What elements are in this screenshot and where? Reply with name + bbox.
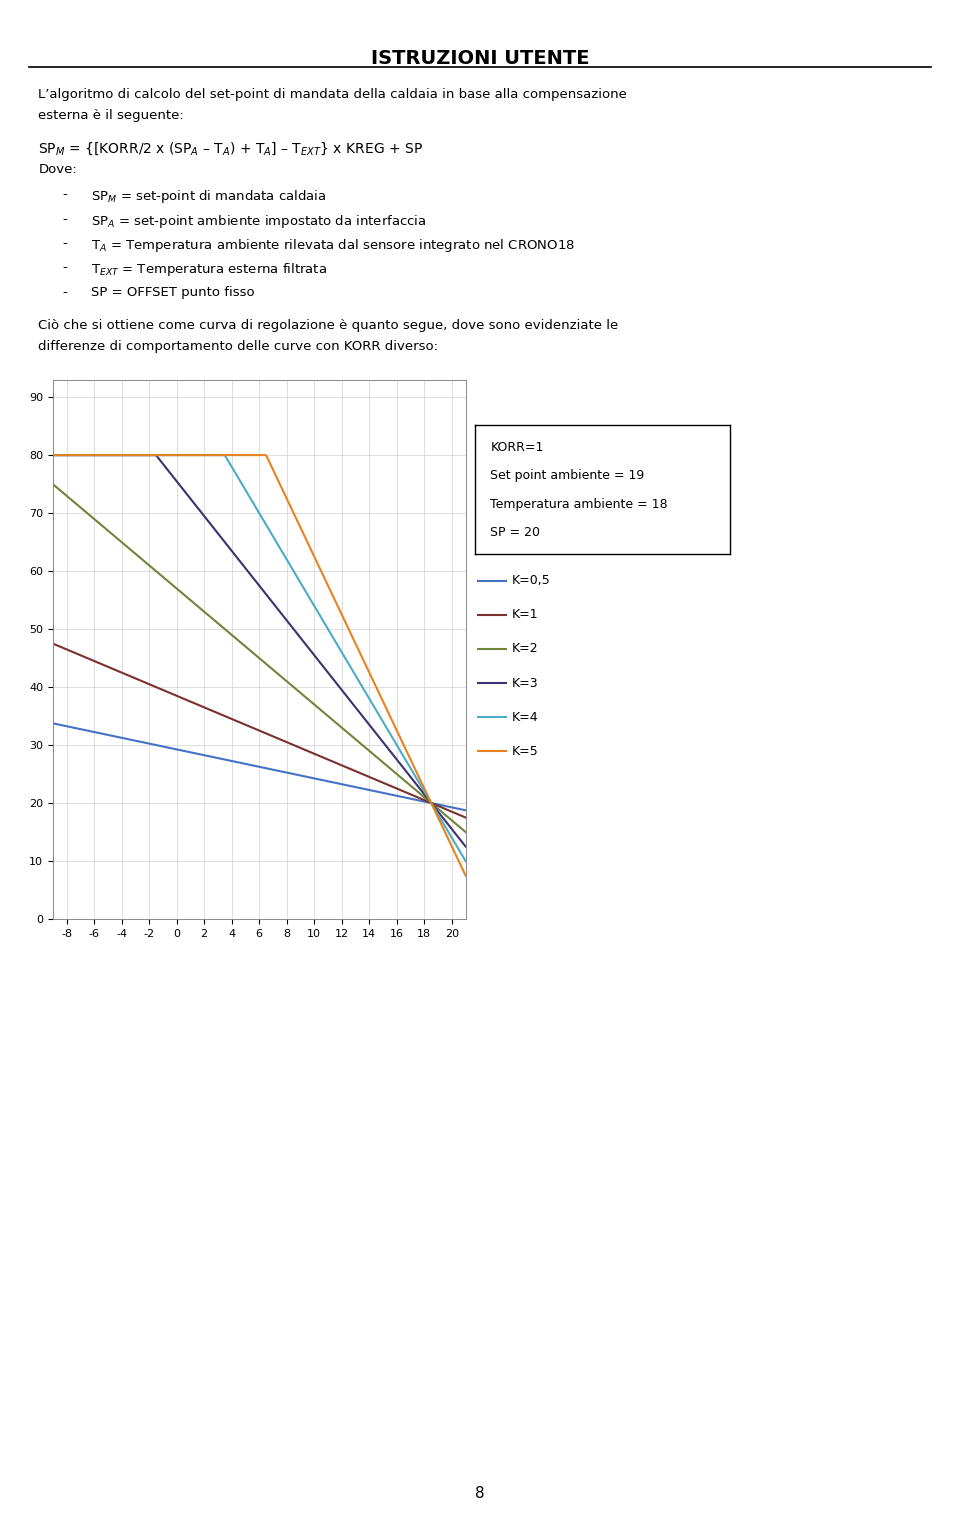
Text: SP = 20: SP = 20 xyxy=(491,526,540,539)
K=0,5 xyxy=(89,723,101,741)
Line: K=5: K=5 xyxy=(53,456,466,875)
K=1 xyxy=(89,652,101,670)
Text: differenze di comportamento delle curve con KORR diverso:: differenze di comportamento delle curve … xyxy=(38,340,439,354)
K=3 xyxy=(460,837,471,855)
K=2 xyxy=(460,823,471,842)
Text: -: - xyxy=(62,237,67,251)
Line: K=4: K=4 xyxy=(53,456,466,861)
K=3 xyxy=(330,674,342,693)
K=3 xyxy=(214,527,226,545)
Text: K=1: K=1 xyxy=(512,608,539,621)
Line: K=0,5: K=0,5 xyxy=(53,723,466,810)
K=4 xyxy=(89,447,101,465)
Text: Temperatura ambiente = 18: Temperatura ambiente = 18 xyxy=(491,498,668,510)
K=3 xyxy=(47,447,59,465)
Line: K=1: K=1 xyxy=(53,644,466,817)
Text: SP$_M$ = {[KORR/2 x (SP$_A$ – T$_A$) + T$_A$] – T$_{EXT}$} x KREG + SP: SP$_M$ = {[KORR/2 x (SP$_A$ – T$_A$) + T… xyxy=(38,140,423,156)
Line: K=2: K=2 xyxy=(53,485,466,832)
Text: T$_A$ = Temperatura ambiente rilevata dal sensore integrato nel CRONO18: T$_A$ = Temperatura ambiente rilevata da… xyxy=(91,237,575,254)
Text: -: - xyxy=(62,213,67,226)
Text: Set point ambiente = 19: Set point ambiente = 19 xyxy=(491,469,645,482)
Text: ISTRUZIONI UTENTE: ISTRUZIONI UTENTE xyxy=(371,49,589,68)
K=4 xyxy=(460,852,471,870)
Text: T$_{EXT}$ = Temperatura esterna filtrata: T$_{EXT}$ = Temperatura esterna filtrata xyxy=(91,261,327,278)
Text: Ciò che si ottiene come curva di regolazione è quanto segue, dove sono evidenzia: Ciò che si ottiene come curva di regolaz… xyxy=(38,319,618,333)
K=0,5 xyxy=(460,801,471,819)
K=5 xyxy=(228,447,240,465)
K=0,5 xyxy=(376,784,388,802)
K=1 xyxy=(460,808,471,826)
K=2 xyxy=(369,746,380,764)
Text: K=5: K=5 xyxy=(512,744,539,758)
K=1 xyxy=(330,753,342,772)
K=3 xyxy=(89,447,101,465)
K=4 xyxy=(228,463,240,482)
K=0,5 xyxy=(369,782,380,801)
K=4 xyxy=(47,447,59,465)
K=2 xyxy=(330,714,342,732)
Text: L’algoritmo di calcolo del set-point di mandata della caldaia in base alla compe: L’algoritmo di calcolo del set-point di … xyxy=(38,88,627,102)
K=1 xyxy=(376,773,388,791)
K=0,5 xyxy=(228,752,240,770)
K=3 xyxy=(228,545,240,564)
Line: K=3: K=3 xyxy=(53,456,466,846)
Text: SP$_A$ = set-point ambiente impostato da interfaccia: SP$_A$ = set-point ambiente impostato da… xyxy=(91,213,426,229)
K=2 xyxy=(47,475,59,494)
K=1 xyxy=(369,770,380,788)
K=2 xyxy=(228,629,240,647)
K=2 xyxy=(89,510,101,529)
Text: K=3: K=3 xyxy=(512,676,539,690)
K=5 xyxy=(460,866,471,884)
K=5 xyxy=(214,447,226,465)
Text: -: - xyxy=(62,188,67,202)
Text: -: - xyxy=(62,286,67,299)
Text: KORR=1: KORR=1 xyxy=(491,441,543,454)
K=1 xyxy=(47,635,59,653)
K=4 xyxy=(376,711,388,729)
Text: SP$_M$ = set-point di mandata caldaia: SP$_M$ = set-point di mandata caldaia xyxy=(91,188,326,205)
Text: 8: 8 xyxy=(475,1486,485,1501)
K=2 xyxy=(214,615,226,633)
Text: SP = OFFSET punto fisso: SP = OFFSET punto fisso xyxy=(91,286,254,299)
K=5 xyxy=(330,594,342,612)
Text: K=2: K=2 xyxy=(512,643,539,655)
Text: K=0,5: K=0,5 xyxy=(512,574,550,588)
K=4 xyxy=(214,447,226,465)
K=0,5 xyxy=(47,714,59,732)
Text: K=4: K=4 xyxy=(512,711,539,723)
K=1 xyxy=(228,711,240,729)
K=5 xyxy=(369,674,380,693)
K=3 xyxy=(369,723,380,741)
K=4 xyxy=(369,699,380,717)
Text: esterna è il seguente:: esterna è il seguente: xyxy=(38,109,184,123)
Text: -: - xyxy=(62,261,67,275)
K=5 xyxy=(47,447,59,465)
K=0,5 xyxy=(330,773,342,791)
K=5 xyxy=(376,691,388,709)
Text: Dove:: Dove: xyxy=(38,163,77,176)
K=1 xyxy=(214,705,226,723)
K=3 xyxy=(376,732,388,750)
K=5 xyxy=(89,447,101,465)
K=2 xyxy=(376,752,388,770)
K=0,5 xyxy=(214,749,226,767)
K=4 xyxy=(330,633,342,652)
